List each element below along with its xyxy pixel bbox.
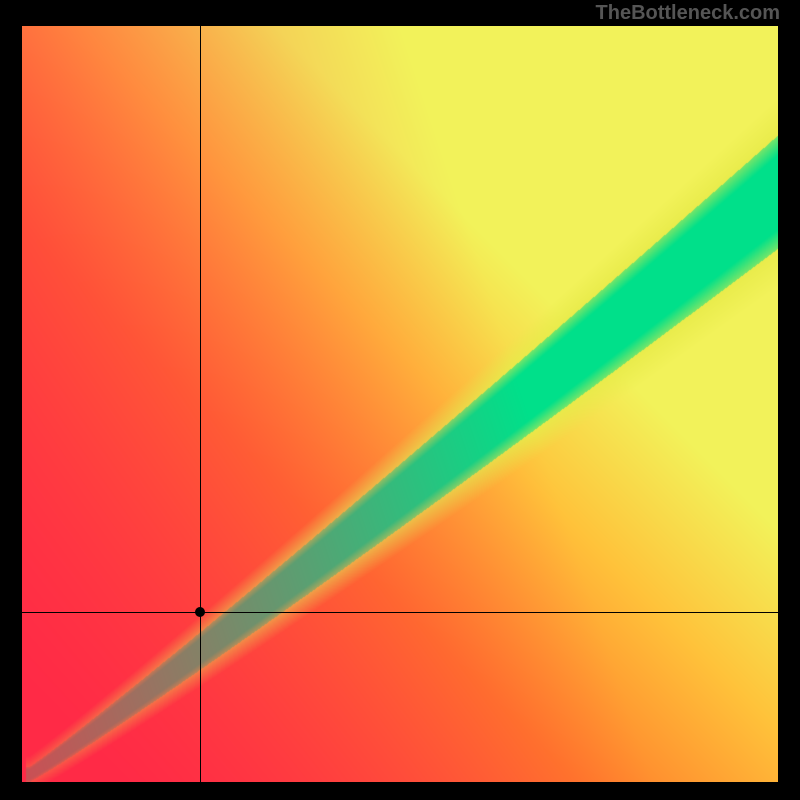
plot-area bbox=[22, 26, 778, 782]
heatmap-canvas bbox=[22, 26, 778, 782]
watermark-text: TheBottleneck.com bbox=[596, 2, 780, 25]
crosshair-horizontal bbox=[22, 612, 778, 613]
crosshair-vertical bbox=[200, 26, 201, 782]
chart-container: TheBottleneck.com bbox=[0, 0, 800, 800]
crosshair-marker bbox=[195, 607, 205, 617]
